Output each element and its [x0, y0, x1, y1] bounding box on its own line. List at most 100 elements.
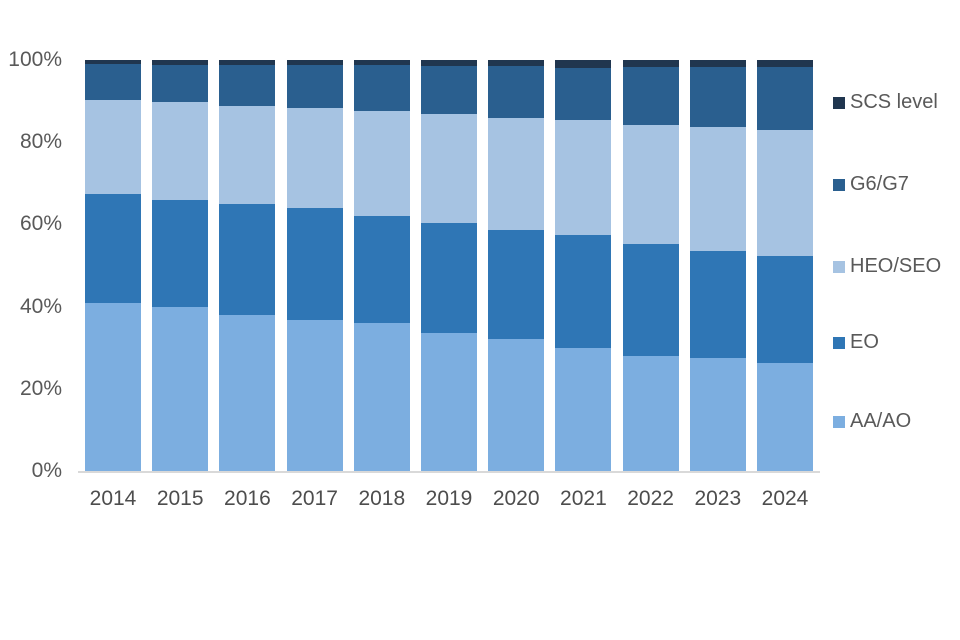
bar-segment-aa-ao: [286, 320, 343, 471]
bar-segment-eo: [286, 207, 343, 321]
bar-2019: [421, 60, 477, 471]
x-axis-line: [78, 471, 820, 473]
bar-segment-scs-level: [152, 60, 209, 65]
legend-label: SCS level: [850, 91, 938, 113]
bar-segment-eo: [85, 193, 141, 303]
bar-segment-heo-seo: [689, 127, 746, 252]
bar-segment-eo: [555, 234, 612, 348]
bar-segment-scs-level: [219, 60, 276, 65]
legend-item-aa-ao: AA/AO: [833, 410, 911, 433]
bar-segment-aa-ao: [689, 358, 746, 471]
bar-segment-aa-ao: [488, 339, 545, 471]
x-axis-label: 2015: [156, 487, 204, 510]
legend-swatch-icon: [833, 415, 845, 428]
legend-item-scs-level: SCS level: [833, 91, 938, 114]
bar-segment-eo: [622, 243, 679, 356]
bar-segment-aa-ao: [555, 347, 612, 471]
bar-segment-g6-g7: [622, 66, 679, 125]
bar-segment-scs-level: [488, 60, 545, 67]
bar-2017: [286, 60, 343, 471]
x-axis-label: 2018: [358, 487, 406, 510]
bar-segment-g6-g7: [488, 66, 545, 119]
bar-segment-scs-level: [353, 60, 410, 66]
bar-segment-heo-seo: [286, 107, 343, 208]
bar-segment-eo: [152, 199, 209, 307]
bar-2022: [622, 60, 679, 471]
legend-label: G6/G7: [850, 173, 909, 195]
legend-swatch-icon: [833, 336, 845, 349]
bar-segment-heo-seo: [219, 106, 276, 204]
y-axis-label: 60%: [19, 212, 62, 236]
bar-segment-scs-level: [757, 60, 813, 68]
bar-2023: [689, 60, 746, 471]
y-axis-label: 20%: [19, 376, 62, 400]
x-axis-label: 2023: [694, 487, 742, 510]
legend-swatch-icon: [833, 178, 845, 191]
bar-segment-g6-g7: [219, 64, 276, 107]
bar-segment-scs-level: [555, 60, 612, 69]
bar-segment-g6-g7: [152, 64, 209, 102]
legend-item-eo: EO: [833, 331, 879, 354]
bar-segment-scs-level: [622, 60, 679, 67]
x-axis-label: 2022: [627, 487, 674, 510]
y-axis-label: 40%: [19, 294, 62, 318]
bar-segment-g6-g7: [757, 67, 813, 130]
bar-segment-eo: [421, 223, 477, 333]
bar-segment-heo-seo: [757, 129, 813, 257]
bar-segment-eo: [488, 230, 545, 340]
bar-segment-aa-ao: [757, 362, 813, 471]
bar-segment-heo-seo: [353, 110, 410, 217]
bar-segment-eo: [353, 216, 410, 324]
x-axis-label: 2017: [291, 487, 338, 510]
bar-segment-heo-seo: [488, 118, 545, 231]
legend-item-g6-g7: G6/G7: [833, 173, 909, 196]
legend-swatch-icon: [833, 96, 845, 109]
bar-segment-heo-seo: [421, 114, 477, 224]
x-axis-label: 2021: [560, 487, 607, 510]
bar-2014: [85, 60, 141, 471]
legend-label: HEO/SEO: [850, 255, 942, 277]
bar-segment-scs-level: [85, 60, 141, 65]
bar-segment-heo-seo: [85, 99, 141, 194]
bar-segment-aa-ao: [152, 306, 209, 471]
legend-label: EO: [850, 331, 879, 353]
bar-2021: [555, 60, 612, 471]
bar-2024: [757, 60, 813, 471]
y-axis-label: 0%: [31, 459, 62, 482]
bar-segment-aa-ao: [421, 332, 477, 471]
y-axis-label: 80%: [19, 130, 62, 154]
bar-segment-g6-g7: [286, 64, 343, 108]
bar-segment-eo: [689, 251, 746, 359]
bar-segment-heo-seo: [152, 101, 209, 200]
bar-segment-scs-level: [421, 60, 477, 66]
bar-segment-aa-ao: [219, 314, 276, 471]
bar-segment-g6-g7: [421, 65, 477, 115]
bar-segment-g6-g7: [689, 66, 746, 128]
bar-segment-heo-seo: [622, 124, 679, 244]
legend-item-heo-seo: HEO/SEO: [833, 255, 941, 278]
x-axis-label: 2024: [761, 487, 809, 510]
x-axis-label: 2014: [89, 487, 137, 510]
bar-2016: [219, 60, 276, 471]
bar-segment-eo: [757, 256, 813, 363]
x-axis-label: 2020: [492, 487, 540, 510]
bar-segment-aa-ao: [622, 355, 679, 471]
x-axis-label: 2016: [224, 487, 271, 510]
bar-segment-aa-ao: [353, 323, 410, 471]
bar-segment-aa-ao: [85, 302, 141, 471]
bar-segment-g6-g7: [555, 68, 612, 121]
bar-segment-heo-seo: [555, 120, 612, 235]
x-axis-label: 2019: [425, 487, 473, 510]
y-axis-label: 100%: [8, 48, 62, 71]
bar-2015: [152, 60, 209, 471]
bar-2018: [353, 60, 410, 471]
bar-segment-scs-level: [689, 60, 746, 67]
bar-2020: [488, 60, 545, 471]
bar-segment-scs-level: [286, 60, 343, 65]
bar-segment-eo: [219, 203, 276, 315]
legend-swatch-icon: [833, 260, 845, 273]
bar-segment-g6-g7: [353, 65, 410, 111]
legend-label: AA/AO: [850, 410, 912, 432]
bar-segment-g6-g7: [85, 64, 141, 100]
